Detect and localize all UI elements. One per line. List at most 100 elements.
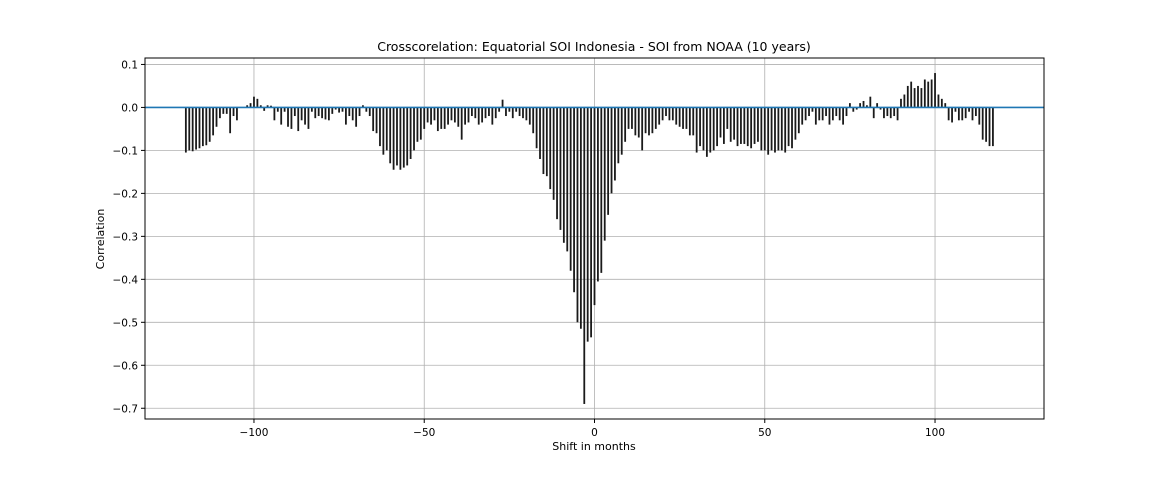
bar [825, 107, 827, 117]
bar [641, 107, 644, 151]
y-tick-label: −0.4 [113, 274, 139, 286]
bar [709, 107, 712, 153]
bar [705, 107, 708, 157]
bar [208, 107, 211, 142]
bar [913, 88, 916, 108]
bar [287, 107, 289, 127]
y-axis-ticks: 0.1 0.0 −0.1 −0.2 −0.3 −0.4 −0.5 −0.6 −0.7 [113, 59, 145, 415]
bar [845, 107, 848, 117]
bar [409, 107, 412, 159]
bar [862, 100, 865, 108]
bar [869, 96, 872, 108]
bar [821, 107, 824, 121]
bar [746, 107, 749, 147]
bar [310, 107, 313, 112]
bar [355, 107, 358, 127]
bar [229, 107, 232, 134]
bar [402, 107, 405, 168]
bar [889, 107, 892, 119]
bar [784, 107, 787, 153]
bar [416, 107, 419, 142]
bar [654, 107, 657, 129]
bar [522, 107, 524, 119]
y-tick-label: −0.7 [113, 403, 139, 415]
bar [321, 107, 323, 119]
bar [750, 107, 753, 149]
bar [488, 107, 490, 117]
bar [583, 107, 586, 404]
bar [835, 107, 838, 117]
bar [382, 107, 385, 155]
bar [276, 107, 279, 112]
bar [736, 107, 739, 147]
bar [477, 107, 480, 125]
bar [590, 107, 592, 338]
bar [726, 107, 729, 129]
bar [818, 107, 821, 121]
bar [471, 107, 473, 117]
y-tick-label: −0.2 [113, 188, 139, 200]
bar [331, 107, 334, 114]
bar-series [184, 73, 994, 404]
bar [586, 107, 589, 342]
bar [968, 107, 970, 112]
bar [205, 107, 208, 146]
bar [365, 107, 368, 112]
bar [597, 107, 599, 282]
bar [831, 107, 834, 121]
bar [692, 107, 695, 136]
bar [593, 107, 596, 306]
bar [372, 107, 375, 132]
x-axis-ticks: −100 −50 0 50 100 [240, 419, 945, 439]
bar [515, 107, 518, 112]
bar [883, 107, 885, 119]
bar [634, 107, 637, 136]
bar [198, 107, 201, 149]
bar [324, 107, 327, 120]
bar [951, 107, 953, 123]
bar [719, 107, 722, 138]
bar [549, 107, 552, 190]
bar [440, 107, 443, 129]
bar [760, 107, 763, 151]
bar [426, 107, 429, 123]
x-tick-label: 50 [758, 427, 771, 439]
bar [695, 107, 698, 153]
bar [453, 107, 456, 123]
bar [814, 107, 817, 125]
bar [930, 79, 933, 108]
bar [508, 107, 511, 112]
bar [804, 107, 807, 121]
bar [539, 107, 541, 159]
bar [801, 107, 804, 125]
bar [920, 88, 923, 108]
bar [498, 107, 501, 112]
bar [443, 107, 446, 129]
bar [484, 107, 487, 119]
bar [668, 107, 671, 121]
bar [576, 107, 579, 323]
bar [753, 107, 756, 144]
bar [917, 85, 919, 108]
bar [419, 107, 422, 140]
bar [927, 81, 930, 108]
bar [327, 107, 330, 121]
y-tick-label: −0.5 [113, 317, 139, 329]
bar [474, 107, 477, 119]
bar [872, 107, 875, 119]
bar [460, 107, 463, 140]
bar [866, 105, 868, 108]
bar [532, 107, 535, 134]
bar [222, 107, 225, 114]
bar [651, 107, 654, 134]
bar [610, 107, 613, 194]
bar [184, 107, 187, 153]
bar [614, 107, 616, 181]
bar [562, 107, 565, 243]
bar [855, 107, 858, 110]
bar [900, 98, 902, 108]
bar [535, 107, 538, 149]
bar [406, 107, 409, 166]
bar [566, 107, 569, 252]
bar [757, 107, 759, 142]
